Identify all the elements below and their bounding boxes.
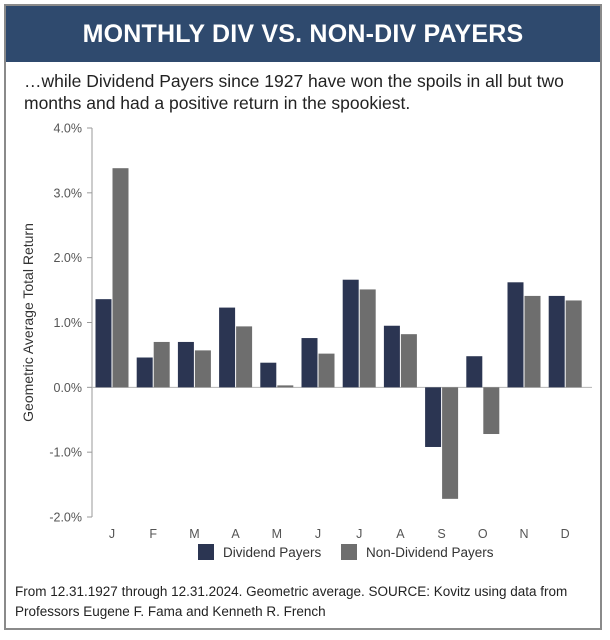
x-tick-label: F [149, 527, 157, 541]
x-tick-label: S [437, 527, 445, 541]
dividend-payers-bar [95, 299, 112, 388]
x-tick-label: A [231, 527, 240, 541]
y-tick-label: 2.0% [54, 251, 83, 265]
non-dividend-payers-bar [236, 326, 253, 388]
x-tick-label: J [315, 527, 321, 541]
non-dividend-payers-bar [359, 289, 376, 388]
dividend-payers-bar [383, 325, 400, 388]
x-tick-label: M [272, 527, 282, 541]
x-tick-label: O [478, 527, 488, 541]
non-dividend-payers-bar [112, 168, 129, 388]
bar-chart: -2.0% -1.0% 0.0% 1.0% 2.0% 3.0% 4.0% Geometric … [20, 122, 592, 560]
dividend-payers-bar [548, 295, 565, 388]
x-tick-label: N [519, 527, 528, 541]
dividend-payers-bar [260, 362, 277, 388]
dividend-payers-bar [177, 341, 194, 388]
x-tick-label: M [189, 527, 199, 541]
y-tick-label: 3.0% [54, 186, 83, 200]
x-tick-label: A [396, 527, 405, 541]
x-tick-label: D [561, 527, 570, 541]
x-tick-label: J [109, 527, 115, 541]
dividend-payers-bar [425, 387, 442, 447]
chart-card: MONTHLY DIV VS. NON-DIV PAYERS …while Di… [4, 4, 602, 630]
y-tick-label: -1.0% [49, 446, 82, 460]
non-dividend-payers-bar [483, 387, 500, 435]
x-tick-label: J [356, 527, 362, 541]
dividend-payers-bar [136, 357, 153, 388]
legend-non-dividend-payers-swatch [341, 544, 357, 560]
non-dividend-payers-bar [565, 300, 582, 388]
legend-non-dividend-payers-label: Non-Dividend Payers [366, 545, 494, 560]
dividend-payers-bar [219, 307, 236, 388]
y-tick-label: 0.0% [54, 381, 83, 395]
y-tick-label: 1.0% [54, 316, 83, 330]
non-dividend-payers-bar [277, 385, 294, 388]
legend-dividend-payers-swatch [198, 544, 214, 560]
y-axis-title: Geometric Average Total Return [20, 223, 36, 422]
dividend-payers-bar [301, 338, 318, 388]
legend-dividend-payers-label: Dividend Payers [223, 545, 322, 560]
dividend-payers-bar [466, 356, 483, 388]
y-tick-label: -2.0% [49, 511, 82, 525]
non-dividend-payers-bar [442, 387, 459, 499]
source-note: From 12.31.1927 through 12.31.2024. Geom… [15, 584, 568, 619]
non-dividend-payers-bar [318, 353, 335, 388]
non-dividend-payers-bar [153, 341, 170, 388]
non-dividend-payers-bar [194, 350, 211, 388]
chart-subtitle: …while Dividend Payers since 1927 have w… [24, 71, 564, 113]
non-dividend-payers-bar [400, 334, 417, 388]
dividend-payers-bar [507, 282, 524, 388]
dividend-payers-bar [342, 279, 359, 388]
page-title: MONTHLY DIV VS. NON-DIV PAYERS [6, 6, 600, 62]
non-dividend-payers-bar [524, 295, 541, 388]
y-tick-label: 4.0% [54, 122, 83, 136]
